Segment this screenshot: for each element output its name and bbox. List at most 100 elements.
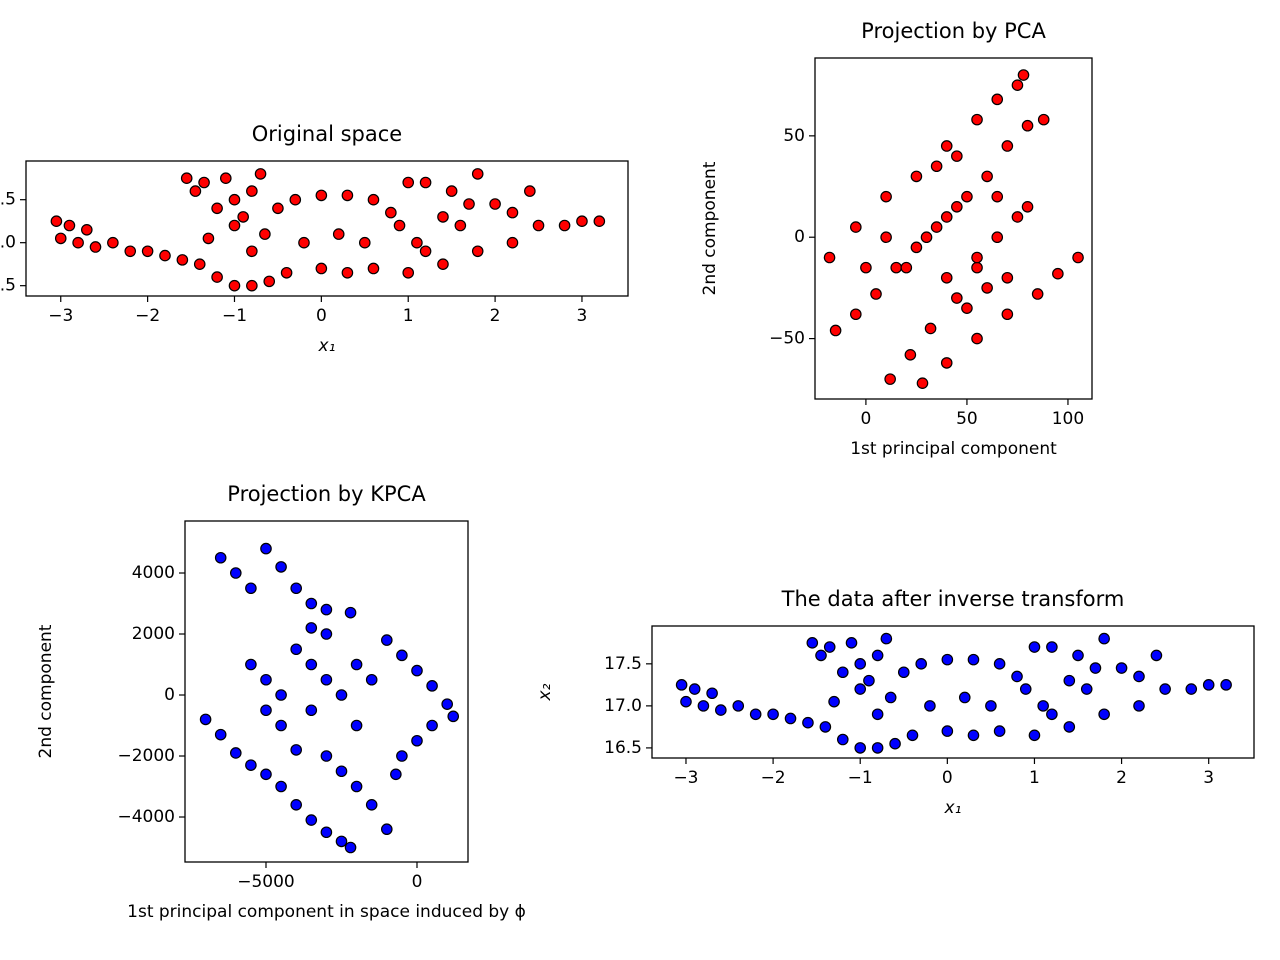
point [246, 185, 258, 197]
point [767, 708, 779, 721]
x-tick-label: −1 [848, 768, 873, 788]
point [924, 322, 937, 335]
point [961, 302, 973, 314]
point [940, 271, 953, 284]
point [411, 236, 423, 249]
point [1063, 721, 1076, 733]
point [940, 211, 953, 223]
point [860, 261, 872, 274]
point [260, 542, 272, 555]
point [411, 664, 423, 677]
point [823, 641, 836, 653]
point [863, 674, 875, 687]
point [365, 673, 378, 686]
point [211, 271, 223, 283]
point [971, 251, 983, 264]
y-tick-label: 50 [783, 126, 805, 146]
point [107, 236, 119, 249]
point [280, 266, 293, 279]
point [315, 262, 328, 275]
point [1098, 632, 1110, 645]
axes-frame [651, 625, 1255, 759]
point [1011, 79, 1024, 91]
point [532, 219, 545, 232]
point [228, 219, 241, 232]
point [880, 632, 893, 645]
point [823, 251, 836, 264]
point [228, 279, 241, 292]
point [916, 377, 929, 389]
point [245, 759, 257, 771]
point [54, 232, 67, 245]
point [275, 719, 287, 732]
subplot: −5000 0 −4000 −2000 0 2000 4000 Projection by K… [36, 482, 526, 922]
point [426, 680, 438, 692]
x-tick-label: 2 [490, 306, 501, 326]
point [915, 658, 928, 670]
point [1011, 211, 1024, 223]
point [971, 113, 983, 126]
point [441, 698, 453, 710]
point [260, 704, 272, 717]
point [1133, 670, 1145, 683]
point [819, 721, 832, 733]
point [305, 658, 318, 671]
x-tick-label: −2 [761, 768, 786, 788]
point [315, 189, 328, 202]
point [419, 245, 432, 258]
point [1185, 683, 1198, 695]
plot-area [675, 632, 1232, 754]
point [320, 603, 333, 616]
y-tick-label: 0 [164, 685, 175, 705]
point [1011, 670, 1023, 683]
point [176, 254, 189, 266]
point [229, 747, 242, 759]
point [1001, 308, 1014, 321]
x-tick-label: 3 [1203, 768, 1214, 788]
point [880, 231, 892, 244]
point [246, 245, 258, 258]
y-tick-label: 17.0 [604, 696, 642, 716]
point [411, 734, 423, 747]
point [189, 185, 202, 197]
x-tick-label: −3 [48, 306, 73, 326]
point [198, 176, 210, 189]
point [675, 679, 688, 691]
x-axis-label: x₁ [944, 798, 962, 818]
point [290, 582, 302, 595]
point [889, 737, 901, 750]
point [332, 228, 345, 240]
point [81, 223, 93, 236]
point [1046, 708, 1058, 721]
x-tick-label: 0 [861, 409, 872, 429]
point [904, 349, 917, 361]
axes-frame [184, 520, 469, 863]
point [367, 193, 380, 206]
subplot-title: Projection by PCA [861, 19, 1046, 43]
point [981, 282, 993, 294]
point [305, 814, 318, 826]
point [124, 245, 137, 258]
point [437, 258, 449, 270]
point [930, 221, 943, 233]
point [1150, 649, 1163, 662]
point [380, 634, 393, 646]
point [991, 93, 1004, 106]
subplot-title: The data after inverse transform [781, 587, 1125, 611]
point [335, 765, 348, 778]
point [828, 695, 840, 708]
point [1019, 683, 1032, 695]
point [254, 168, 267, 180]
point [829, 324, 842, 337]
point [1133, 700, 1145, 712]
point [961, 190, 973, 203]
point [385, 206, 397, 219]
point [275, 689, 287, 701]
point [958, 691, 971, 704]
point [906, 729, 919, 742]
point [341, 266, 354, 279]
point [576, 215, 588, 227]
point [228, 193, 241, 206]
point [815, 649, 827, 662]
point [1063, 674, 1076, 687]
